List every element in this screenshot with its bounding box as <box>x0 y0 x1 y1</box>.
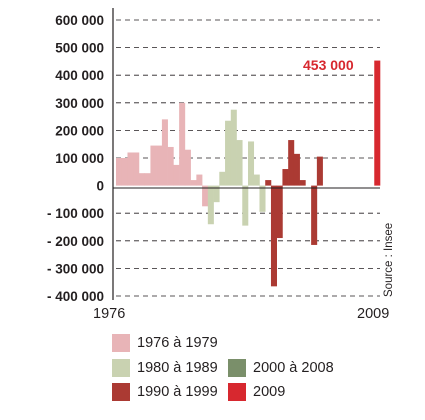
x-start-label: 1976 <box>93 306 125 322</box>
y-tick-label: 300 000 <box>55 96 104 111</box>
y-axis-tick-labels: 600 000 500 000 400 000 300 000 200 000 100 0… <box>47 13 104 304</box>
x-end-label: 2009 <box>357 306 389 322</box>
y-tick-label: 600 000 <box>55 13 104 28</box>
legend-label: 1980 à 1989 <box>137 360 218 376</box>
bar-1996 <box>299 180 306 186</box>
bar-1991 <box>270 185 277 287</box>
legend-item-2000-2008: 2000 à 2008 <box>228 357 334 379</box>
annotation-label: 453 000 <box>303 57 354 73</box>
bar-1993 <box>282 169 289 186</box>
bar-1986 <box>242 185 249 226</box>
bar-1976Q2 <box>121 158 128 186</box>
y-tick-label: 100 000 <box>55 151 104 166</box>
bar-1978Q3 <box>173 164 180 186</box>
bar-1990 <box>265 180 272 186</box>
y-tick-label: - 300 000 <box>47 261 104 276</box>
bar-1978Q4 <box>179 102 186 186</box>
y-tick-label: 400 000 <box>55 68 104 83</box>
legend-swatch <box>112 383 130 401</box>
bar-1989 <box>259 185 266 212</box>
legend-item-1980-1989: 1980 à 1989 <box>112 357 218 379</box>
bar-1998 <box>311 185 318 245</box>
bar-1981 <box>213 185 220 203</box>
bar-1976Q4 <box>133 152 140 186</box>
bar-1994 <box>288 140 295 186</box>
bar-1980 <box>207 185 214 225</box>
legend-swatch <box>112 359 130 377</box>
bar-1985 <box>236 140 243 186</box>
source-label: Source : Insee <box>383 223 395 297</box>
bar-1992 <box>276 185 283 239</box>
bar-1977Q4 <box>156 145 163 186</box>
bar-1982 <box>219 171 226 186</box>
bar-1988 <box>253 174 260 186</box>
legend-swatch <box>228 383 246 401</box>
bar-1978Q1 <box>161 119 168 186</box>
legend-label: 1976 à 1979 <box>137 335 218 351</box>
bar-1979Q4 <box>202 185 209 207</box>
chart: 600 000 500 000 400 000 300 000 200 000 100 0… <box>47 8 395 322</box>
bar-1976Q3 <box>127 152 134 186</box>
bar-1999 <box>316 156 323 186</box>
bar-1977Q2 <box>144 173 151 186</box>
bar-2009 <box>374 60 381 186</box>
legend-item-1990-1999: 1990 à 1999 <box>112 381 218 403</box>
bar-1976Q1 <box>116 158 123 186</box>
bar-1977Q3 <box>150 145 157 186</box>
gridlines <box>116 19 380 297</box>
y-tick-label: - 400 000 <box>47 289 104 304</box>
legend-label: 2000 à 2008 <box>253 360 334 376</box>
bar-1978Q2 <box>167 146 174 186</box>
y-tick-label: - 200 000 <box>47 234 104 249</box>
bar-1979Q2 <box>190 180 197 186</box>
legend-item-1976-1979: 1976 à 1979 <box>112 332 218 354</box>
bar-1987 <box>248 141 255 186</box>
legend-item-2009: 2009 <box>228 381 285 403</box>
legend-swatch <box>112 334 130 352</box>
bar-1984 <box>230 109 237 186</box>
y-tick-label: - 100 000 <box>47 206 104 221</box>
y-tick-label: 500 000 <box>55 41 104 56</box>
legend-label: 2009 <box>253 384 286 400</box>
bar-1977Q1 <box>138 173 145 186</box>
bar-1979Q1 <box>184 149 191 186</box>
legend-label: 1990 à 1999 <box>137 384 218 400</box>
bars <box>116 60 381 287</box>
y-tick-label: 0 <box>96 179 104 194</box>
bar-1979Q3 <box>196 174 203 186</box>
y-tick-label: 200 000 <box>55 123 104 138</box>
bar-1995 <box>293 153 300 186</box>
legend-swatch <box>228 359 246 377</box>
bar-1983 <box>225 120 232 186</box>
